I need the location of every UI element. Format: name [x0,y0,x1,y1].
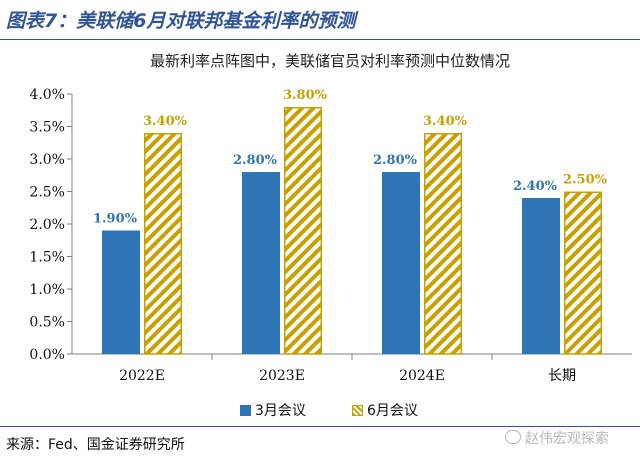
y-tick-label: 0.5% [29,315,65,331]
legend-swatch-hatched [352,405,363,416]
page-title: 图表7：美联储6月对联邦基金利率的预测 [6,10,356,32]
chart-bars [102,107,602,355]
bar-series2 [144,133,182,355]
legend-label-series1: 3月会议 [255,403,306,419]
bar-series1 [102,230,140,354]
y-tick-label: 1.0% [29,282,65,298]
bar-series1 [382,172,420,354]
data-label-series2: 2.50% [563,173,608,188]
data-label-series1: 1.90% [93,212,138,227]
y-tick-label: 2.5% [29,185,65,201]
footer-divider [0,426,640,427]
legend-item-series2: 6月会议 [352,400,418,420]
chart-subtitle: 最新利率点阵图中，美联储官员对利率预测中位数情况 [149,52,510,70]
legend-label-series2: 6月会议 [367,403,418,419]
x-tick-label: 2024E [399,368,445,384]
bar-series1 [522,198,560,354]
bar-series2 [284,107,322,355]
y-tick-label: 3.5% [29,120,65,136]
y-tick-label: 2.0% [29,217,65,233]
x-tick-label: 2022E [119,368,165,384]
x-tick-label: 2023E [259,368,305,384]
y-tick-label: 4.0% [29,87,65,103]
watermark-text: 赵伟宏观探索 [525,431,609,447]
bar-series2 [564,191,602,355]
wechat-icon [505,430,521,444]
y-tick-label: 3.0% [29,152,65,168]
chart-data-labels: 1.90% 3.40% 2.80% 3.80% 2.80% 3.40% 2.40% 2.50% [93,88,608,227]
y-tick-label: 0.0% [29,347,65,363]
x-tick-label: 长期 [548,368,576,384]
data-label-series2: 3.40% [423,114,468,129]
header-divider [0,39,640,40]
chart-axes: 0.0% 0.5% 1.0% 1.5% 2.0% 2.5% 3.0% 3.5% 4.0% 2022… [29,87,632,384]
chart-legend: 3月会议 6月会议 [0,398,640,420]
bar-series2 [424,133,462,355]
legend-item-series1: 3月会议 [240,400,306,420]
data-label-series1: 2.80% [373,153,418,168]
watermark: 赵伟宏观探索 [505,428,609,448]
legend-swatch-blue [240,405,251,416]
data-label-series2: 3.80% [283,88,328,103]
header: 图表7：美联储6月对联邦基金利率的预测 [0,0,640,40]
data-label-series1: 2.40% [513,179,558,194]
data-label-series1: 2.80% [233,153,278,168]
data-label-series2: 3.40% [143,114,188,129]
y-tick-label: 1.5% [29,250,65,266]
source-note: 来源：Fed、国金证券研究所 [6,437,185,453]
bar-series1 [242,172,280,354]
